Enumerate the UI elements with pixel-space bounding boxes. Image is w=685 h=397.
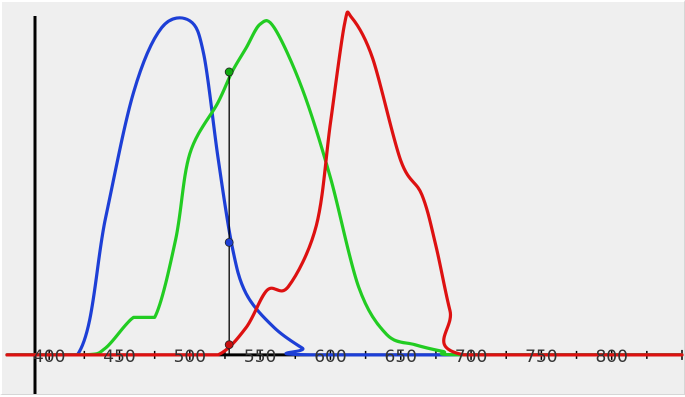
- series-line: [5, 16, 684, 357]
- cursor-marker-blue: [224, 238, 234, 247]
- x-tick-label: 800: [595, 347, 627, 367]
- x-tick-label: 400: [33, 347, 65, 367]
- cursor-marker-green: [224, 67, 234, 77]
- series-line: [5, 10, 684, 357]
- x-tick-label: 700: [455, 347, 487, 367]
- annotation-layer: [224, 67, 234, 355]
- x-tick-label: 750: [525, 347, 557, 367]
- series-layer: [5, 10, 684, 357]
- x-tick-label: 650: [385, 347, 417, 367]
- x-tick-label: 450: [103, 347, 135, 367]
- x-tick-labels: 400 450 500 550 600 650 700 750 800: [33, 347, 628, 367]
- x-tick-label: 500: [174, 347, 206, 367]
- series-line: [5, 19, 684, 357]
- x-tick-label: 600: [314, 347, 346, 367]
- cursor-marker-red: [224, 340, 234, 350]
- x-tick-label: 550: [244, 347, 276, 367]
